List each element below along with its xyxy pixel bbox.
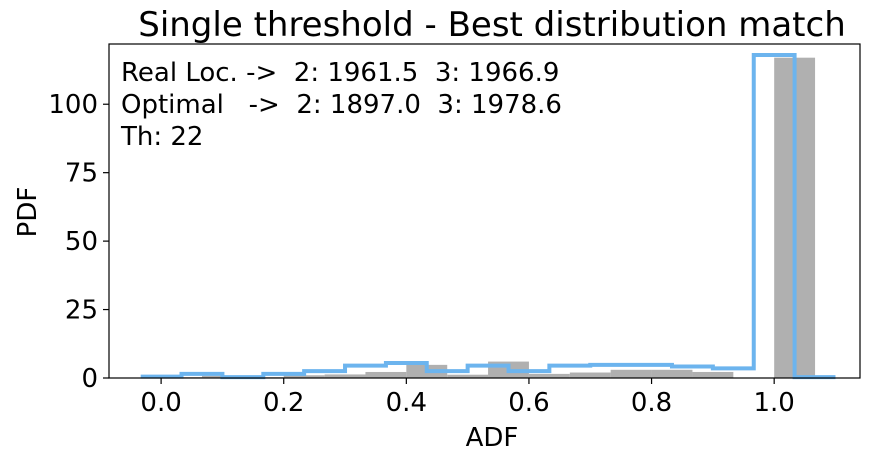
x-tick-label: 0.0 [140, 388, 181, 418]
y-axis-label: PDF [13, 187, 43, 238]
annotation-text-block: Real Loc. -> 2: 1961.5 3: 1966.9Optimal … [120, 58, 562, 152]
histogram-bar [283, 375, 325, 378]
histogram-bar [569, 372, 611, 378]
histogram-bar [365, 371, 407, 378]
x-tick-label: 0.8 [631, 388, 672, 418]
y-axis-ticks: 0 25 50 75 100 [48, 90, 109, 394]
step-outline-series [140, 52, 836, 380]
histogram-bar [610, 369, 652, 378]
x-axis-label: ADF [466, 423, 519, 453]
x-axis-ticks: 0.0 0.2 0.4 0.6 0.8 1.0 [140, 378, 795, 418]
x-tick-label: 1.0 [753, 388, 794, 418]
y-tick-label: 75 [65, 159, 98, 189]
histogram-bar [692, 371, 734, 378]
annotation-line: Real Loc. -> 2: 1961.5 3: 1966.9 [121, 58, 559, 88]
chart-title: Single threshold - Best distribution mat… [138, 5, 846, 45]
y-tick-label: 25 [65, 296, 98, 326]
histogram-bar [651, 369, 693, 378]
x-tick-label: 0.2 [263, 388, 304, 418]
x-tick-label: 0.6 [508, 388, 549, 418]
y-tick-label: 100 [48, 90, 98, 120]
histogram-bar [528, 373, 570, 378]
y-tick-label: 50 [65, 227, 98, 257]
plot-frame [108, 43, 861, 379]
histogram-bar [447, 374, 489, 378]
y-tick-label: 0 [81, 364, 98, 394]
annotation-line: Optimal -> 2: 1897.0 3: 1978.6 [121, 90, 562, 120]
x-tick-label: 0.4 [386, 388, 427, 418]
histogram-bar [324, 374, 366, 378]
annotation-line: Th: 22 [120, 122, 203, 152]
